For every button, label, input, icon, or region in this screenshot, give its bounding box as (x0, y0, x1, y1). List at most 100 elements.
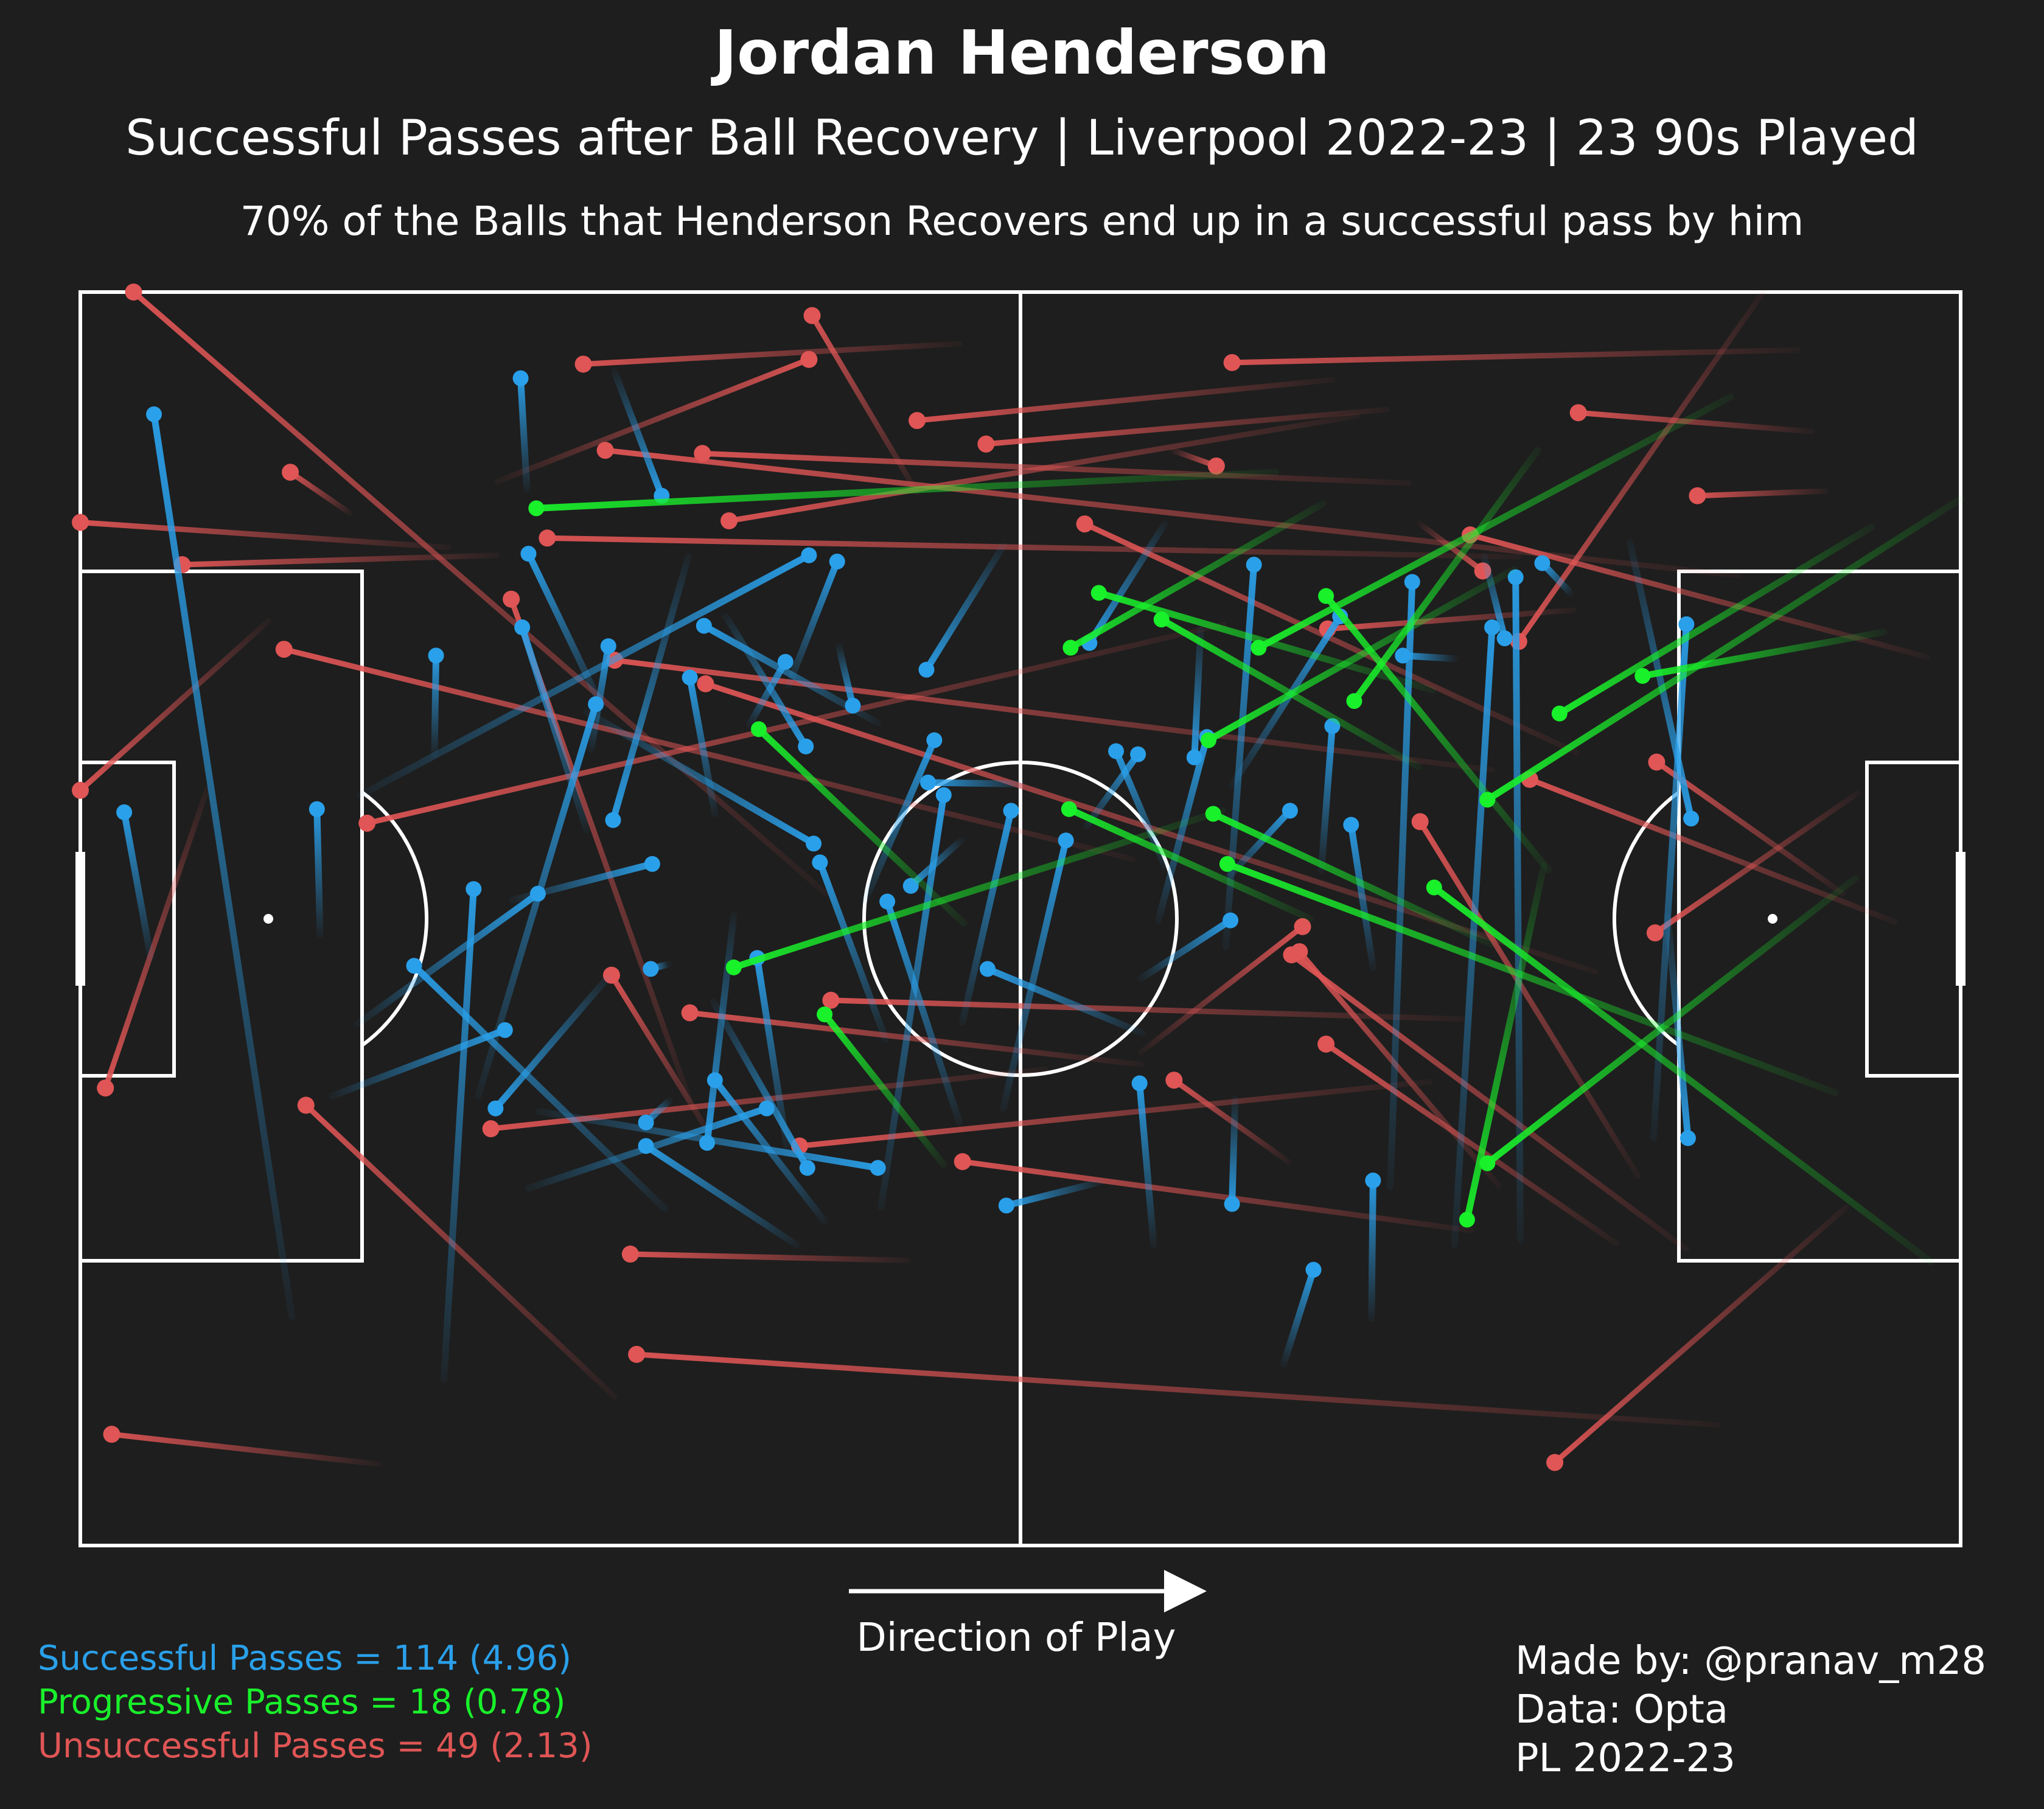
successful-pass-end-marker (1395, 647, 1411, 664)
progressive-pass-end-marker (1090, 585, 1107, 601)
unsuccessful-pass-end-marker (1223, 354, 1241, 371)
credits: Made by: @pranav_m28 Data: Opta PL 2022-… (1515, 1637, 1986, 1783)
successful-pass-end-marker (777, 654, 794, 670)
unsuccessful-pass-line (544, 535, 1522, 560)
successful-pass-end-marker (812, 854, 828, 871)
successful-pass-end-marker (514, 619, 531, 636)
progressive-pass-line (1205, 566, 1518, 744)
unsuccessful-pass-end-marker (697, 675, 714, 692)
successful-pass-line (1000, 837, 1070, 1112)
unsuccessful-pass-end-marker (1317, 1036, 1335, 1053)
progressive-pass-line (730, 807, 1226, 971)
progressive-pass-line (1484, 495, 1964, 803)
progressive-pass-line (1431, 884, 1934, 1266)
successful-pass-line (643, 1142, 800, 1249)
unsuccessful-pass-line (960, 1159, 1475, 1233)
unsuccessful-pass-end-marker (694, 445, 711, 462)
unsuccessful-pass-line (1575, 410, 1815, 434)
unsuccessful-pass-line (1082, 521, 1580, 756)
successful-pass-line (535, 1108, 882, 1171)
progressive-pass-line (1322, 593, 1552, 874)
successful-pass-end-marker (428, 647, 444, 664)
successful-pass-line (1136, 1079, 1157, 1249)
successful-pass-line (1399, 652, 1458, 663)
successful-pass-end-marker (979, 961, 996, 977)
successful-pass-line (525, 1105, 770, 1192)
unsuccessful-pass-end-marker (628, 1345, 646, 1363)
unsuccessful-pass-line (102, 786, 211, 1091)
successful-pass-line (1003, 1179, 1104, 1209)
successful-pass-end-marker (998, 1197, 1014, 1214)
successful-pass-line (518, 624, 590, 833)
unsuccessful-pass-end-marker (822, 991, 840, 1009)
legend-unsuccessful: Unsuccessful Passes = 49 (2.13) (38, 1726, 593, 1766)
successful-pass-end-marker (605, 812, 621, 828)
unsuccessful-pass-end-marker (800, 350, 818, 368)
unsuccessful-pass-end-marker (954, 1153, 971, 1171)
successful-pass-line (984, 965, 1146, 1037)
unsuccessful-pass-end-marker (282, 464, 299, 481)
unsuccessful-pass-line (131, 289, 829, 897)
left-penalty-spot (263, 914, 273, 924)
unsuccessful-pass-line (1325, 607, 1577, 632)
unsuccessful-pass-end-marker (97, 1079, 114, 1097)
successful-pass-line (884, 898, 963, 1126)
successful-pass-end-marker (487, 1100, 504, 1117)
successful-pass-line (710, 998, 811, 1171)
unsuccessful-pass-end-marker (621, 1246, 639, 1263)
successful-pass-end-marker (920, 774, 937, 790)
successful-pass-line (1280, 1266, 1317, 1367)
successful-pass-end-marker (466, 881, 482, 898)
successful-pass-end-marker (1131, 1075, 1148, 1092)
right-penalty-spot (1768, 914, 1777, 924)
credit-league: PL 2022-23 (1515, 1736, 1735, 1781)
unsuccessful-pass-line (1417, 818, 1641, 1179)
successful-pass-end-marker (879, 893, 896, 910)
successful-pass-end-marker (799, 1160, 815, 1176)
successful-pass-line (703, 912, 738, 1146)
successful-pass-end-marker (806, 835, 822, 852)
unsuccessful-pass-end-marker (596, 442, 614, 459)
successful-pass-line (1627, 539, 1695, 822)
progressive-pass-line (1639, 629, 1888, 680)
successful-pass-end-marker (798, 738, 814, 755)
successful-pass-end-marker (870, 1160, 886, 1176)
unsuccessful-pass-end-marker (1411, 813, 1429, 831)
unsuccessful-pass-line (1288, 952, 1689, 1252)
unsuccessful-pass-end-marker (1569, 404, 1587, 422)
successful-pass-end-marker (1130, 746, 1146, 762)
successful-pass-end-marker (1305, 1261, 1322, 1278)
progressive-pass-end-marker (817, 1006, 833, 1023)
unsuccessful-pass-end-marker (482, 1120, 500, 1138)
unsuccessful-pass-line (687, 1010, 1144, 1067)
progressive-pass-end-marker (1634, 667, 1651, 684)
successful-pass-end-marker (706, 1072, 723, 1089)
legend-successful: Successful Passes = 114 (4.96) (38, 1639, 572, 1678)
successful-pass-line (1155, 733, 1210, 924)
successful-pass-end-marker (1058, 832, 1074, 849)
successful-pass-line (587, 643, 612, 753)
successful-pass-end-marker (116, 804, 133, 820)
successful-pass-line (313, 806, 324, 938)
successful-pass-end-marker (1365, 1173, 1381, 1189)
successful-pass-end-marker (512, 370, 529, 386)
successful-pass-line (1083, 751, 1142, 830)
successful-pass-line (509, 860, 656, 904)
successful-pass-line (329, 1026, 509, 1100)
unsuccessful-pass-end-marker (909, 412, 926, 430)
credit-data-source: Data: Opta (1515, 1687, 1729, 1732)
progressive-passes (528, 394, 1964, 1266)
progressive-pass-end-marker (1318, 588, 1334, 604)
progressive-pass-line (1066, 806, 1314, 922)
progressive-pass-line (1210, 810, 1494, 947)
direction-of-play-label: Direction of Play (856, 1616, 1176, 1661)
successful-pass-end-marker (845, 697, 861, 714)
unsuccessful-pass-line (303, 1102, 618, 1399)
unsuccessful-pass-line (983, 406, 1390, 447)
unsuccessful-pass-end-marker (681, 1004, 699, 1022)
successful-pass-line (120, 809, 155, 961)
successful-pass-end-marker (1484, 619, 1501, 636)
successful-pass-line (1512, 574, 1524, 1244)
successful-pass-line (924, 779, 1026, 788)
successful-pass-end-marker (146, 406, 162, 422)
